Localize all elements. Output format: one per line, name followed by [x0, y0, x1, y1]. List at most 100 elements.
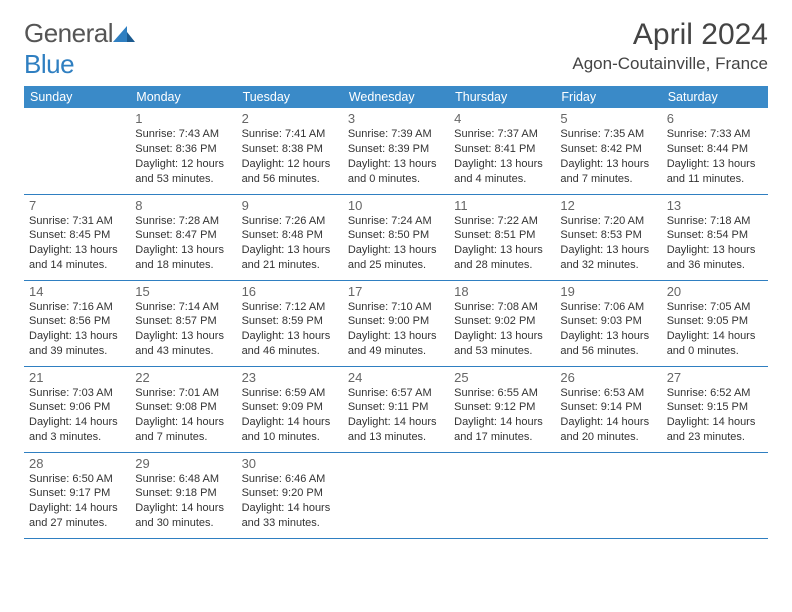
sunrise-text: Sunrise: 7:22 AM — [454, 214, 550, 229]
day-info: Sunrise: 7:12 AMSunset: 8:59 PMDaylight:… — [242, 300, 338, 359]
sunrise-text: Sunrise: 6:53 AM — [560, 386, 656, 401]
day-info: Sunrise: 7:28 AMSunset: 8:47 PMDaylight:… — [135, 214, 231, 273]
daylight-line1: Daylight: 13 hours — [560, 329, 656, 344]
day-info: Sunrise: 7:31 AMSunset: 8:45 PMDaylight:… — [29, 214, 125, 273]
sunrise-text: Sunrise: 7:33 AM — [667, 127, 763, 142]
daylight-line2: and 28 minutes. — [454, 258, 550, 273]
sunrise-text: Sunrise: 7:20 AM — [560, 214, 656, 229]
calendar-empty-cell — [24, 108, 130, 194]
day-number: 7 — [29, 198, 125, 213]
day-number: 24 — [348, 370, 444, 385]
sunrise-text: Sunrise: 7:14 AM — [135, 300, 231, 315]
sunrise-text: Sunrise: 7:43 AM — [135, 127, 231, 142]
header: GeneralBlue April 2024 Agon-Coutainville… — [24, 18, 768, 80]
sunset-text: Sunset: 8:59 PM — [242, 314, 338, 329]
day-info: Sunrise: 7:33 AMSunset: 8:44 PMDaylight:… — [667, 127, 763, 186]
sunrise-text: Sunrise: 6:57 AM — [348, 386, 444, 401]
sunset-text: Sunset: 8:57 PM — [135, 314, 231, 329]
calendar-week-row: 14Sunrise: 7:16 AMSunset: 8:56 PMDayligh… — [24, 280, 768, 366]
day-info: Sunrise: 7:10 AMSunset: 9:00 PMDaylight:… — [348, 300, 444, 359]
sunrise-text: Sunrise: 7:26 AM — [242, 214, 338, 229]
sunset-text: Sunset: 9:09 PM — [242, 400, 338, 415]
calendar-day-cell: 29Sunrise: 6:48 AMSunset: 9:18 PMDayligh… — [130, 452, 236, 538]
calendar-day-cell: 3Sunrise: 7:39 AMSunset: 8:39 PMDaylight… — [343, 108, 449, 194]
daylight-line2: and 25 minutes. — [348, 258, 444, 273]
calendar-empty-cell — [662, 452, 768, 538]
daylight-line2: and 11 minutes. — [667, 172, 763, 187]
day-info: Sunrise: 6:48 AMSunset: 9:18 PMDaylight:… — [135, 472, 231, 531]
weekday-header: Monday — [130, 86, 236, 108]
day-info: Sunrise: 7:05 AMSunset: 9:05 PMDaylight:… — [667, 300, 763, 359]
day-info: Sunrise: 6:46 AMSunset: 9:20 PMDaylight:… — [242, 472, 338, 531]
day-info: Sunrise: 7:39 AMSunset: 8:39 PMDaylight:… — [348, 127, 444, 186]
daylight-line2: and 20 minutes. — [560, 430, 656, 445]
sunset-text: Sunset: 8:42 PM — [560, 142, 656, 157]
calendar-day-cell: 8Sunrise: 7:28 AMSunset: 8:47 PMDaylight… — [130, 194, 236, 280]
day-number: 9 — [242, 198, 338, 213]
daylight-line1: Daylight: 13 hours — [667, 243, 763, 258]
day-info: Sunrise: 7:08 AMSunset: 9:02 PMDaylight:… — [454, 300, 550, 359]
daylight-line2: and 33 minutes. — [242, 516, 338, 531]
sunrise-text: Sunrise: 7:41 AM — [242, 127, 338, 142]
logo-word2: Blue — [24, 49, 74, 79]
weekday-header: Thursday — [449, 86, 555, 108]
daylight-line2: and 18 minutes. — [135, 258, 231, 273]
daylight-line2: and 53 minutes. — [454, 344, 550, 359]
daylight-line1: Daylight: 13 hours — [135, 329, 231, 344]
sunrise-text: Sunrise: 7:06 AM — [560, 300, 656, 315]
calendar-day-cell: 1Sunrise: 7:43 AMSunset: 8:36 PMDaylight… — [130, 108, 236, 194]
sunrise-text: Sunrise: 7:03 AM — [29, 386, 125, 401]
day-number: 1 — [135, 111, 231, 126]
calendar-day-cell: 12Sunrise: 7:20 AMSunset: 8:53 PMDayligh… — [555, 194, 661, 280]
daylight-line1: Daylight: 13 hours — [454, 157, 550, 172]
daylight-line1: Daylight: 14 hours — [242, 501, 338, 516]
day-number: 12 — [560, 198, 656, 213]
weekday-header: Tuesday — [237, 86, 343, 108]
daylight-line2: and 3 minutes. — [29, 430, 125, 445]
calendar-day-cell: 10Sunrise: 7:24 AMSunset: 8:50 PMDayligh… — [343, 194, 449, 280]
calendar-week-row: 7Sunrise: 7:31 AMSunset: 8:45 PMDaylight… — [24, 194, 768, 280]
daylight-line1: Daylight: 14 hours — [135, 415, 231, 430]
location: Agon-Coutainville, France — [572, 54, 768, 74]
day-number: 30 — [242, 456, 338, 471]
daylight-line2: and 21 minutes. — [242, 258, 338, 273]
weekday-header: Wednesday — [343, 86, 449, 108]
day-number: 5 — [560, 111, 656, 126]
weekday-header: Friday — [555, 86, 661, 108]
calendar-day-cell: 25Sunrise: 6:55 AMSunset: 9:12 PMDayligh… — [449, 366, 555, 452]
day-number: 10 — [348, 198, 444, 213]
calendar-day-cell: 19Sunrise: 7:06 AMSunset: 9:03 PMDayligh… — [555, 280, 661, 366]
sunrise-text: Sunrise: 7:16 AM — [29, 300, 125, 315]
sunrise-text: Sunrise: 7:24 AM — [348, 214, 444, 229]
daylight-line2: and 32 minutes. — [560, 258, 656, 273]
sunset-text: Sunset: 8:56 PM — [29, 314, 125, 329]
sunrise-text: Sunrise: 6:50 AM — [29, 472, 125, 487]
weekday-header: Sunday — [24, 86, 130, 108]
sunset-text: Sunset: 8:47 PM — [135, 228, 231, 243]
daylight-line1: Daylight: 12 hours — [242, 157, 338, 172]
sunrise-text: Sunrise: 6:52 AM — [667, 386, 763, 401]
sunset-text: Sunset: 8:51 PM — [454, 228, 550, 243]
sunset-text: Sunset: 8:36 PM — [135, 142, 231, 157]
day-info: Sunrise: 7:06 AMSunset: 9:03 PMDaylight:… — [560, 300, 656, 359]
day-info: Sunrise: 7:14 AMSunset: 8:57 PMDaylight:… — [135, 300, 231, 359]
sunset-text: Sunset: 9:12 PM — [454, 400, 550, 415]
month-title: April 2024 — [572, 18, 768, 52]
day-number: 15 — [135, 284, 231, 299]
sunrise-text: Sunrise: 7:18 AM — [667, 214, 763, 229]
sunset-text: Sunset: 8:54 PM — [667, 228, 763, 243]
day-number: 21 — [29, 370, 125, 385]
day-info: Sunrise: 6:52 AMSunset: 9:15 PMDaylight:… — [667, 386, 763, 445]
day-info: Sunrise: 6:59 AMSunset: 9:09 PMDaylight:… — [242, 386, 338, 445]
day-info: Sunrise: 7:43 AMSunset: 8:36 PMDaylight:… — [135, 127, 231, 186]
daylight-line2: and 10 minutes. — [242, 430, 338, 445]
day-number: 13 — [667, 198, 763, 213]
daylight-line1: Daylight: 13 hours — [348, 329, 444, 344]
calendar-week-row: 1Sunrise: 7:43 AMSunset: 8:36 PMDaylight… — [24, 108, 768, 194]
daylight-line2: and 43 minutes. — [135, 344, 231, 359]
calendar-week-row: 28Sunrise: 6:50 AMSunset: 9:17 PMDayligh… — [24, 452, 768, 538]
calendar-day-cell: 21Sunrise: 7:03 AMSunset: 9:06 PMDayligh… — [24, 366, 130, 452]
daylight-line2: and 7 minutes. — [560, 172, 656, 187]
daylight-line2: and 46 minutes. — [242, 344, 338, 359]
calendar-day-cell: 6Sunrise: 7:33 AMSunset: 8:44 PMDaylight… — [662, 108, 768, 194]
